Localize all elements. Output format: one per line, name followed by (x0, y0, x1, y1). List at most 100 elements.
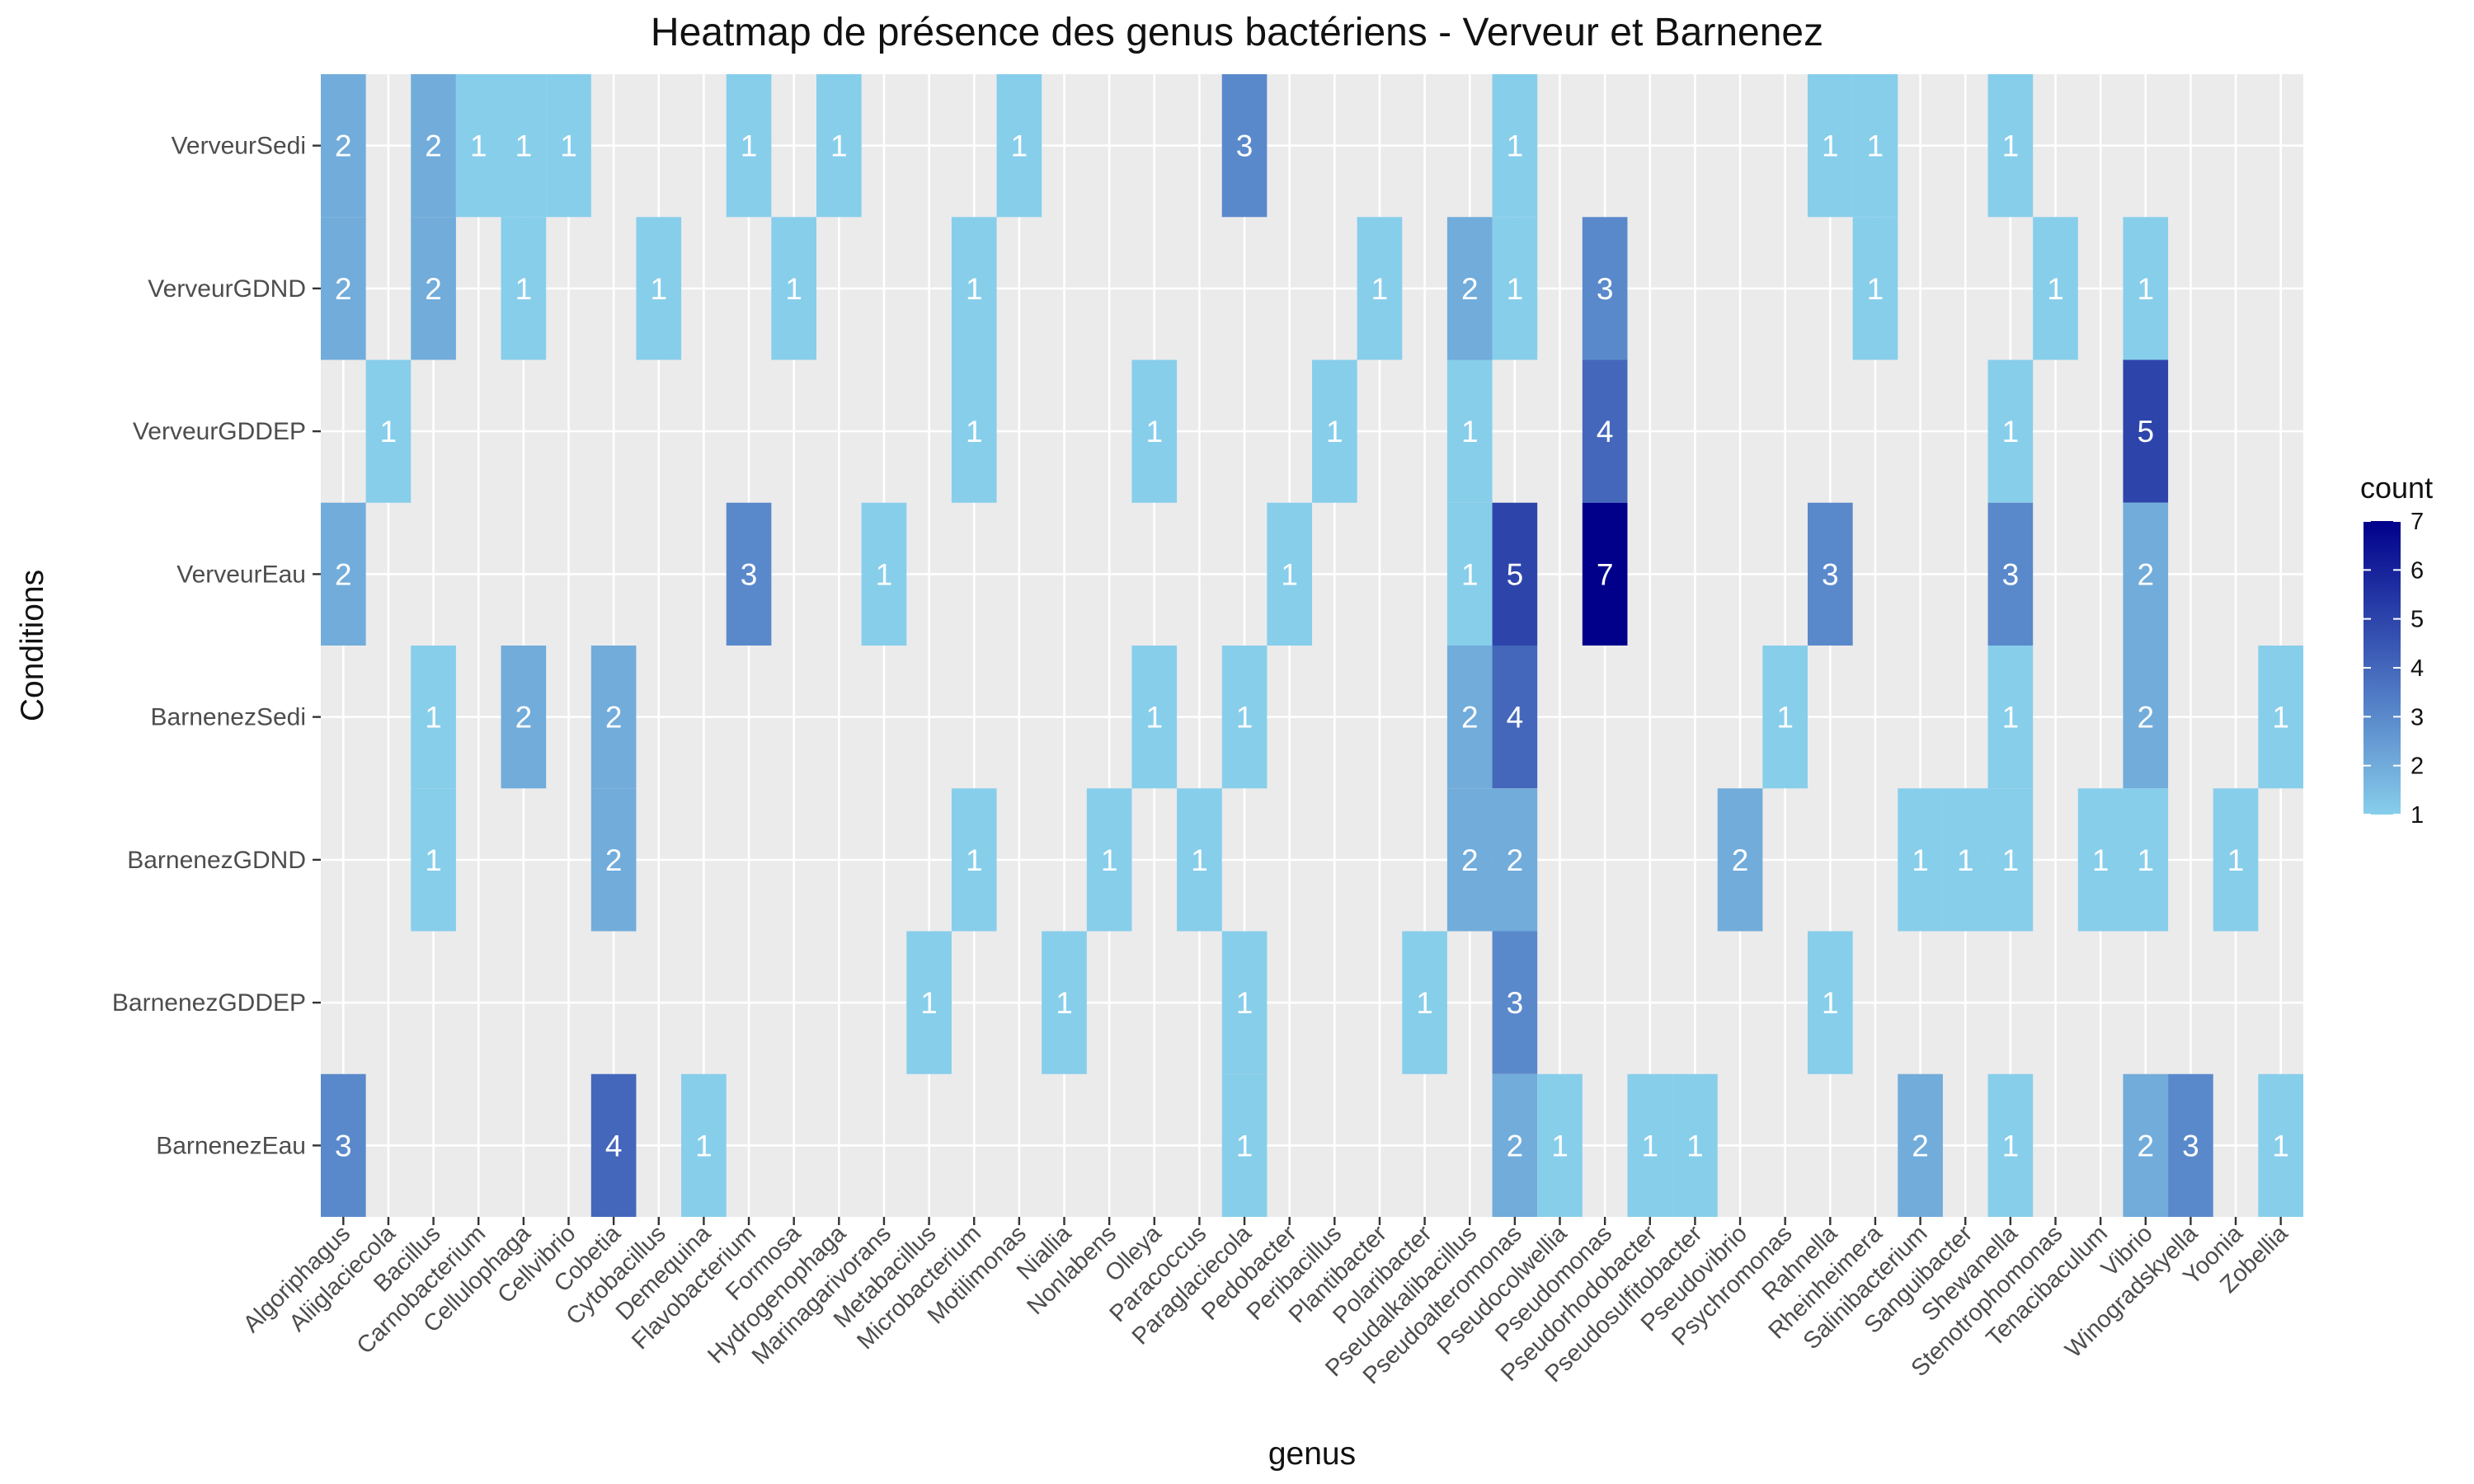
tile-label: 2 (515, 701, 533, 735)
tile-label: 2 (1461, 272, 1479, 306)
tile-label: 2 (335, 557, 352, 591)
heatmap-tile (2213, 788, 2259, 932)
y-tick-label: VerveurEau (176, 561, 306, 588)
heatmap-tile (861, 502, 907, 646)
heatmap-tile (2123, 1073, 2169, 1217)
tile-label: 3 (1822, 557, 1839, 591)
heatmap-tile (1987, 1073, 2034, 1217)
heatmap-tile (1131, 359, 1178, 503)
tile-label: 1 (2092, 843, 2109, 877)
heatmap-tile (411, 788, 456, 932)
heatmap-tile (1987, 359, 2034, 503)
heatmap-tile (1086, 788, 1132, 932)
tile-label: 1 (515, 272, 533, 306)
tile-label: 1 (830, 129, 848, 163)
tile-label: 1 (785, 272, 802, 306)
tile-label: 3 (2182, 1129, 2199, 1162)
heatmap-tile (501, 74, 547, 218)
y-tick-label: VerveurSedi (172, 133, 306, 160)
tile-label: 1 (1056, 986, 1073, 1020)
heatmap-tile (1987, 74, 2034, 218)
legend-tick-label: 2 (2411, 754, 2424, 780)
heatmap-tile (1808, 502, 1853, 646)
tile-label: 5 (1507, 557, 1524, 591)
tile-label: 1 (515, 129, 533, 163)
tile-label: 1 (2002, 1129, 2020, 1162)
tile-label: 1 (966, 415, 983, 448)
tile-label: 1 (650, 272, 667, 306)
tile-label: 2 (335, 272, 352, 306)
heatmap-tile (1492, 1073, 1538, 1217)
heatmap-tile (590, 1073, 637, 1217)
heatmap-tile (1446, 217, 1493, 360)
heatmap-tile (1898, 788, 1943, 932)
heatmap-tile (1492, 217, 1538, 360)
heatmap-tile (1042, 931, 1087, 1074)
tile-label: 1 (1011, 129, 1028, 163)
heatmap-tile (1627, 1073, 1673, 1217)
heatmap-tile (411, 646, 456, 789)
tile-label: 1 (1822, 129, 1839, 163)
tile-label: 1 (1236, 986, 1253, 1020)
tile-label: 1 (1686, 1129, 1704, 1162)
tile-label: 2 (2137, 1129, 2154, 1162)
heatmap-tile (906, 931, 952, 1074)
tile-label: 1 (1236, 701, 1253, 735)
legend-tick-label: 5 (2411, 607, 2424, 633)
heatmap-tile (1852, 217, 1898, 360)
tile-label: 1 (2002, 129, 2020, 163)
heatmap-tile (411, 74, 456, 218)
x-axis-title: genus (1268, 1436, 1356, 1472)
heatmap-tile (996, 74, 1042, 218)
heatmap-tile (321, 74, 366, 218)
heatmap-tile (951, 217, 997, 360)
heatmap-tile (1672, 1073, 1718, 1217)
heatmap-tile (1852, 74, 1898, 218)
tile-label: 2 (1912, 1129, 1929, 1162)
heatmap-tile (546, 74, 591, 218)
tile-label: 2 (2137, 557, 2154, 591)
heatmap-tile (2123, 788, 2169, 932)
tile-label: 3 (335, 1129, 352, 1162)
tile-label: 1 (1461, 415, 1479, 448)
tile-label: 1 (1416, 986, 1433, 1020)
tile-label: 1 (380, 415, 397, 448)
tile-label: 1 (1101, 843, 1118, 877)
tile-label: 4 (605, 1129, 623, 1162)
legend-tick-label: 4 (2411, 655, 2424, 682)
heatmap-tile (2258, 646, 2303, 789)
tile-label: 5 (2137, 415, 2154, 448)
heatmap-tile (1808, 931, 1853, 1074)
y-tick-label: VerveurGDND (148, 275, 306, 303)
heatmap-tile (1357, 217, 1403, 360)
y-axis-title: Conditions (15, 570, 50, 721)
heatmap-tile (1492, 646, 1538, 789)
tile-label: 2 (605, 701, 623, 735)
tile-label: 1 (920, 986, 938, 1020)
heatmap-tile (1537, 1073, 1583, 1217)
heatmap-tile (455, 74, 501, 218)
heatmap-tile (1987, 788, 2034, 932)
tile-label: 1 (1191, 843, 1208, 877)
tile-label: 1 (1822, 986, 1839, 1020)
tile-label: 1 (425, 843, 442, 877)
tile-label: 1 (1461, 557, 1479, 591)
heatmap-tile (726, 502, 772, 646)
heatmap-tile (1221, 1073, 1268, 1217)
heatmap-tile (1987, 646, 2034, 789)
tile-label: 1 (2272, 1129, 2289, 1162)
heatmap-tile (2123, 502, 2169, 646)
tile-label: 3 (1507, 986, 1524, 1020)
heatmap-tile (501, 646, 547, 789)
chart-title: Heatmap de présence des genus bactériens… (650, 11, 1824, 54)
tile-label: 1 (741, 129, 758, 163)
tile-label: 1 (2002, 843, 2020, 877)
heatmap-tile (321, 217, 366, 360)
heatmap-tile (2123, 359, 2169, 503)
tile-label: 2 (1507, 1129, 1524, 1162)
legend-tick-label: 1 (2411, 802, 2424, 829)
tile-label: 3 (1236, 129, 1253, 163)
tile-label: 3 (2002, 557, 2020, 591)
heatmap-tile (2258, 1073, 2303, 1217)
tile-label: 1 (2002, 701, 2020, 735)
